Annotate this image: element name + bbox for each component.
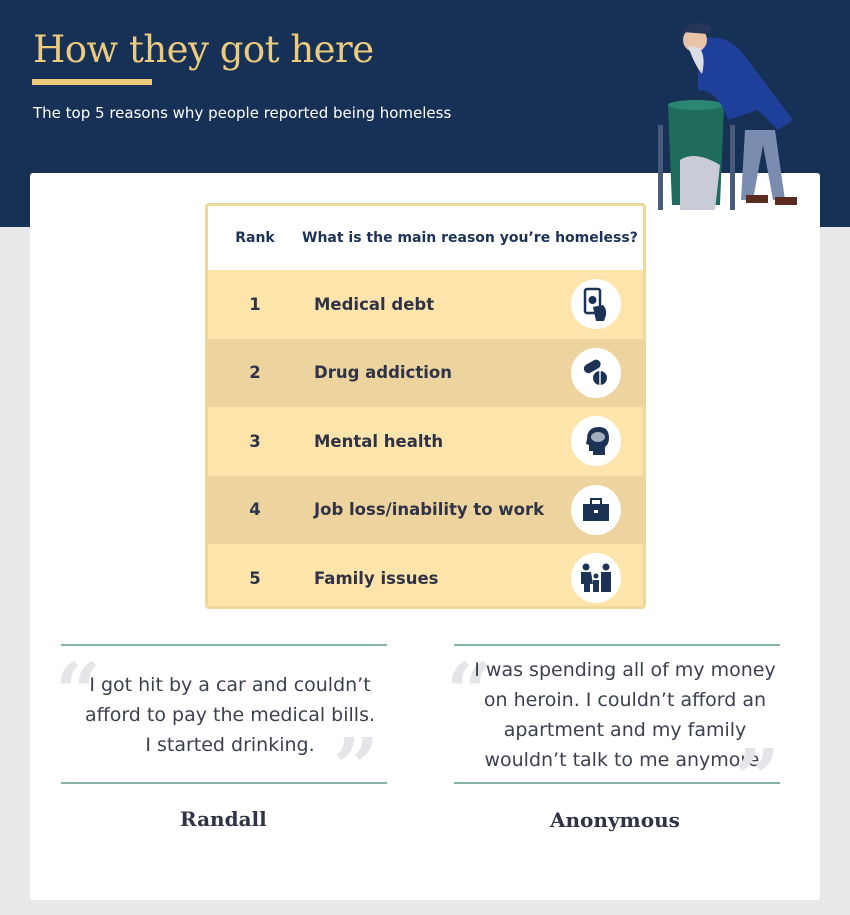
quote-text: I was spending all of my money on heroin… xyxy=(474,659,776,771)
rank-cell: 3 xyxy=(249,431,261,451)
briefcase-icon xyxy=(571,484,621,535)
rank-cell: 5 xyxy=(249,568,261,588)
reason-cell: Medical debt xyxy=(314,294,435,314)
homeless-man-illustration xyxy=(658,22,797,210)
quote-text: I got hit by a car and couldn’t afford t… xyxy=(84,674,376,756)
quote-divider xyxy=(61,644,387,646)
table-row: 3 Mental health xyxy=(208,407,643,476)
open-quote-icon: “ xyxy=(55,645,102,739)
quote-author: Anonymous xyxy=(538,806,692,834)
reason-header: What is the main reason you’re homeless? xyxy=(302,230,638,246)
page-subtitle: The top 5 reasons why people reported be… xyxy=(33,104,452,122)
quote-divider xyxy=(454,782,780,784)
pills-icon xyxy=(571,347,621,398)
close-quote-icon: ” xyxy=(734,731,781,825)
title-underline xyxy=(32,79,152,85)
reason-cell: Job loss/inability to work xyxy=(314,500,545,520)
table-row: 5 Family issues xyxy=(208,544,643,606)
table-row: 4 Job loss/inability to work xyxy=(208,475,643,544)
table-row: 2 Drug addiction xyxy=(208,338,643,407)
quote-divider xyxy=(61,782,387,784)
reasons-table: Rank What is the main reason you’re home… xyxy=(205,203,646,609)
reason-cell: Family issues xyxy=(314,568,439,588)
brain-head-icon xyxy=(571,416,621,467)
rank-cell: 2 xyxy=(249,363,261,383)
table-row: 1 Medical debt xyxy=(208,270,643,339)
rank-cell: 4 xyxy=(249,500,261,520)
medical-bill-icon xyxy=(571,279,621,330)
table-header: Rank What is the main reason you’re home… xyxy=(208,206,643,270)
quote-author: Randall xyxy=(168,805,279,833)
quote-divider xyxy=(454,644,780,646)
reason-cell: Mental health xyxy=(314,431,444,451)
close-quote-icon: ” xyxy=(333,720,380,814)
family-icon xyxy=(571,553,621,604)
reason-cell: Drug addiction xyxy=(314,363,452,383)
rank-cell: 1 xyxy=(249,294,261,314)
page-title: How they got here xyxy=(33,28,374,71)
open-quote-icon: “ xyxy=(446,645,493,739)
rank-header: Rank xyxy=(235,230,275,246)
